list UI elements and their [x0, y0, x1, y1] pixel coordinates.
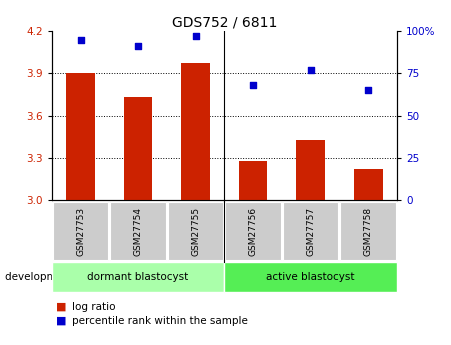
- Bar: [124, 97, 152, 200]
- Bar: [296, 139, 325, 200]
- Point: [249, 82, 257, 88]
- Text: log ratio: log ratio: [72, 302, 115, 312]
- Bar: [239, 161, 267, 200]
- Bar: [181, 63, 210, 200]
- Text: GSM27757: GSM27757: [306, 207, 315, 256]
- Text: dormant blastocyst: dormant blastocyst: [87, 272, 189, 282]
- Point: [134, 43, 142, 49]
- Text: GSM27755: GSM27755: [191, 207, 200, 256]
- Text: GSM27756: GSM27756: [249, 207, 258, 256]
- Text: ■: ■: [56, 316, 67, 326]
- Bar: [354, 169, 382, 200]
- Text: GSM27753: GSM27753: [76, 207, 85, 256]
- Text: ■: ■: [56, 302, 67, 312]
- Title: GDS752 / 6811: GDS752 / 6811: [172, 16, 277, 30]
- Point: [364, 87, 372, 93]
- Text: GSM27754: GSM27754: [133, 207, 143, 256]
- Text: GSM27758: GSM27758: [364, 207, 373, 256]
- Point: [307, 67, 314, 73]
- Point: [77, 37, 84, 42]
- Point: [192, 33, 199, 39]
- Text: active blastocyst: active blastocyst: [267, 272, 355, 282]
- Text: development stage ►: development stage ►: [5, 272, 117, 282]
- Text: percentile rank within the sample: percentile rank within the sample: [72, 316, 248, 326]
- Bar: [66, 73, 95, 200]
